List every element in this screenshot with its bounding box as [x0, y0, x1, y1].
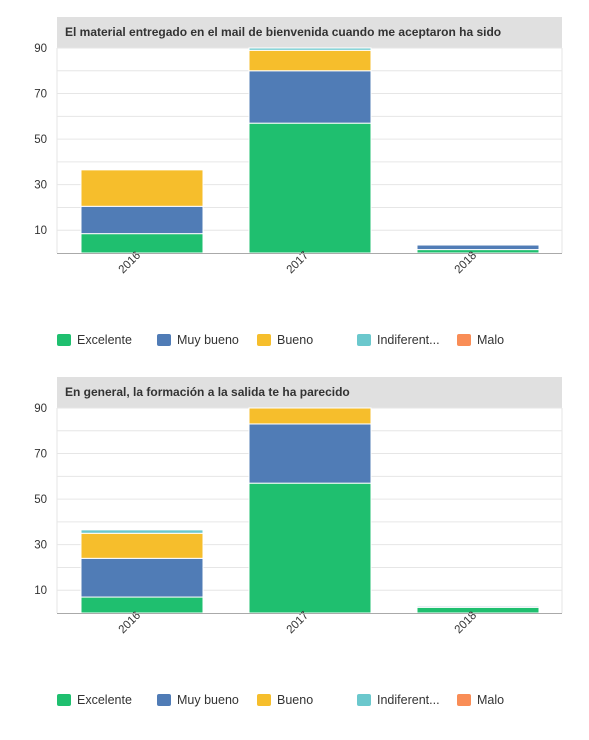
y-tick-label: 30	[34, 540, 47, 552]
legend-swatch	[457, 694, 471, 706]
y-tick-label: 90	[34, 403, 47, 415]
legend-label: Malo	[477, 333, 505, 347]
y-tick-label: 70	[34, 449, 47, 461]
legend-item[interactable]: Excelente	[57, 692, 132, 708]
bar-segment	[80, 532, 204, 559]
bar-segment	[80, 596, 204, 614]
legend-item[interactable]: Bueno	[257, 332, 313, 348]
legend-swatch	[57, 334, 71, 346]
y-tick-label: 10	[34, 225, 47, 237]
legend-swatch	[457, 334, 471, 346]
bar-segment	[248, 482, 372, 614]
legend-swatch	[357, 334, 371, 346]
bar-segment	[80, 557, 204, 598]
bar-segment	[80, 205, 204, 235]
legend-label: Indiferent...	[377, 333, 440, 347]
bar-segment	[80, 233, 204, 254]
chart-legend: Excelente Muy bueno Bueno Indiferent... Malo	[57, 692, 577, 708]
legend-label: Muy bueno	[177, 333, 239, 347]
legend-item[interactable]: Malo	[457, 332, 504, 348]
bar-segment	[416, 606, 540, 614]
chart-legend: Excelente Muy bueno Bueno Indiferent... Malo	[57, 332, 577, 348]
y-tick-label: 50	[34, 494, 47, 506]
legend-label: Bueno	[277, 333, 314, 347]
bar-segment	[248, 407, 372, 425]
chart-panel-2: En general, la formación a la salida te …	[0, 360, 589, 720]
y-tick-label: 30	[34, 180, 47, 192]
chart-title: El material entregado en el mail de bien…	[57, 17, 562, 48]
legend-swatch	[257, 694, 271, 706]
legend-item[interactable]: Malo	[457, 692, 504, 708]
bar-segment	[248, 423, 372, 484]
legend-swatch	[57, 694, 71, 706]
legend-label: Bueno	[277, 693, 314, 707]
bar-segment	[248, 49, 372, 72]
bar-segment	[416, 605, 540, 608]
y-tick-label: 70	[34, 89, 47, 101]
legend-swatch	[157, 334, 171, 346]
bar-segment	[416, 244, 540, 251]
legend-swatch	[257, 334, 271, 346]
bar-segment	[248, 47, 372, 51]
legend-label: Muy bueno	[177, 693, 239, 707]
y-tick-label: 50	[34, 134, 47, 146]
legend-swatch	[357, 694, 371, 706]
legend-item[interactable]: Muy bueno	[157, 332, 239, 348]
legend-label: Excelente	[77, 693, 132, 707]
bar-segment	[248, 70, 372, 124]
legend-item[interactable]: Indiferent...	[357, 332, 440, 348]
chart-panel-1: El material entregado en el mail de bien…	[0, 0, 589, 360]
bar-segment	[248, 122, 372, 254]
chart-title: En general, la formación a la salida te …	[57, 377, 562, 408]
legend-label: Malo	[477, 693, 505, 707]
legend-label: Excelente	[77, 333, 132, 347]
legend-swatch	[157, 694, 171, 706]
legend-item[interactable]: Excelente	[57, 332, 132, 348]
legend-label: Indiferent...	[377, 693, 440, 707]
y-tick-label: 10	[34, 585, 47, 597]
bar-segment	[80, 529, 204, 534]
bar-segment	[80, 169, 204, 207]
y-tick-label: 90	[34, 43, 47, 55]
legend-item[interactable]: Muy bueno	[157, 692, 239, 708]
legend-item[interactable]: Bueno	[257, 692, 313, 708]
bar-segment	[416, 249, 540, 254]
legend-item[interactable]: Indiferent...	[357, 692, 440, 708]
